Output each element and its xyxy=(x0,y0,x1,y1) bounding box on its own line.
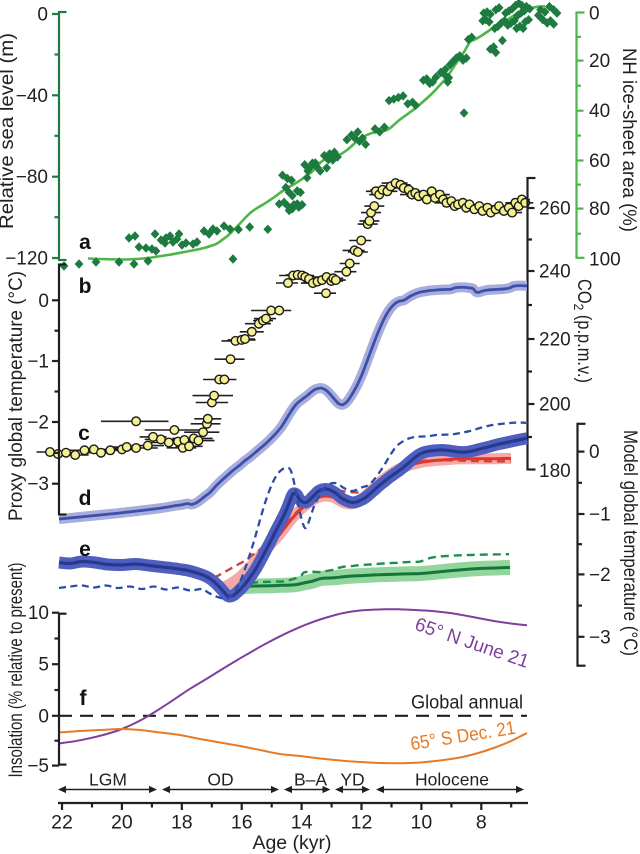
svg-text:260: 260 xyxy=(539,199,571,220)
svg-text:Global annual: Global annual xyxy=(411,693,523,714)
svg-text:a: a xyxy=(79,231,91,254)
svg-text:Relative sea level (m): Relative sea level (m) xyxy=(0,33,18,229)
svg-text:−1: −1 xyxy=(27,352,49,373)
svg-text:65° S Dec. 21: 65° S Dec. 21 xyxy=(409,718,517,755)
svg-text:−120: −120 xyxy=(5,249,48,270)
svg-text:60: 60 xyxy=(589,151,610,172)
svg-text:16: 16 xyxy=(231,812,253,834)
svg-text:0: 0 xyxy=(37,5,48,26)
svg-text:−3: −3 xyxy=(589,627,611,648)
svg-text:Holocene: Holocene xyxy=(415,770,489,790)
svg-text:Model global temperature (°C): Model global temperature (°C) xyxy=(619,430,640,656)
svg-text:d: d xyxy=(79,487,92,510)
svg-text:−2: −2 xyxy=(27,413,49,434)
svg-text:200: 200 xyxy=(539,395,571,416)
svg-text:YD: YD xyxy=(340,770,364,790)
svg-text:10: 10 xyxy=(411,812,433,834)
svg-text:0: 0 xyxy=(589,4,600,25)
svg-text:f: f xyxy=(80,687,88,710)
svg-text:220: 220 xyxy=(539,330,571,351)
svg-text:0: 0 xyxy=(38,706,49,727)
svg-text:12: 12 xyxy=(351,812,373,834)
svg-text:c: c xyxy=(78,422,90,445)
svg-text:Insolation (% relative to pres: Insolation (% relative to present) xyxy=(6,563,27,778)
svg-text:−1: −1 xyxy=(589,505,611,526)
svg-text:LGM: LGM xyxy=(89,770,127,790)
svg-text:Age (kyr): Age (kyr) xyxy=(252,832,331,854)
svg-text:20: 20 xyxy=(111,812,133,834)
svg-text:e: e xyxy=(79,538,91,561)
svg-text:8: 8 xyxy=(476,812,487,834)
svg-text:0: 0 xyxy=(38,291,49,312)
svg-text:−40: −40 xyxy=(16,86,48,107)
svg-text:NH ice-sheet area (%): NH ice-sheet area (%) xyxy=(618,48,639,232)
svg-text:180: 180 xyxy=(539,461,571,482)
svg-text:B–A: B–A xyxy=(294,770,327,790)
svg-text:5: 5 xyxy=(38,655,49,676)
svg-text:20: 20 xyxy=(589,51,610,72)
svg-text:−2: −2 xyxy=(589,565,611,586)
svg-text:80: 80 xyxy=(589,199,610,220)
svg-text:22: 22 xyxy=(51,812,73,834)
svg-text:−5: −5 xyxy=(27,756,49,777)
svg-text:−80: −80 xyxy=(16,167,48,188)
svg-text:0: 0 xyxy=(589,442,600,463)
svg-text:100: 100 xyxy=(589,249,621,270)
svg-text:10: 10 xyxy=(28,603,49,624)
svg-text:18: 18 xyxy=(171,812,193,834)
svg-text:Proxy global temperature (°C): Proxy global temperature (°C) xyxy=(6,271,27,521)
svg-text:14: 14 xyxy=(291,812,313,834)
svg-text:−3: −3 xyxy=(27,474,49,495)
svg-text:OD: OD xyxy=(207,770,233,790)
svg-text:240: 240 xyxy=(539,262,571,283)
svg-text:b: b xyxy=(79,275,92,298)
svg-text:40: 40 xyxy=(589,101,610,122)
svg-text:CO2 (p.p.m.v.): CO2 (p.p.m.v.) xyxy=(571,279,594,383)
